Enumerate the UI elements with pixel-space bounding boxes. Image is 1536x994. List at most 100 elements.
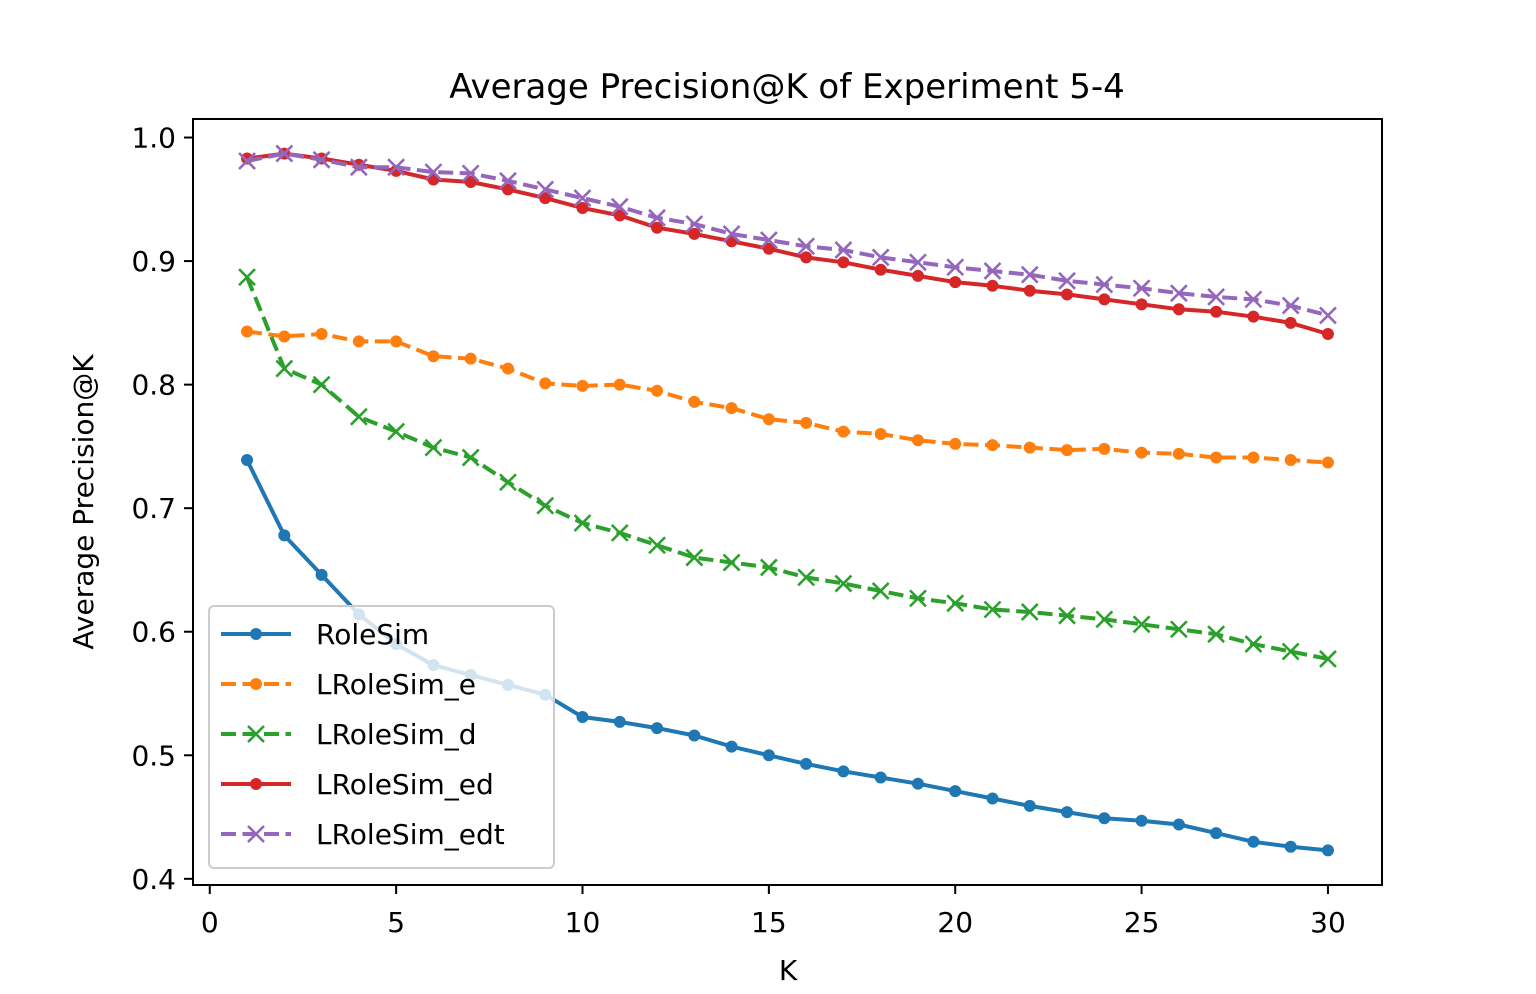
data-point [909, 589, 927, 608]
data-point [499, 171, 517, 190]
legend-label: RoleSim [316, 618, 429, 651]
y-axis: 0.4 0.5 0.6 0.7 0.8 0.9 1.0 [131, 122, 193, 896]
data-point [1210, 305, 1223, 318]
data-point [1210, 827, 1223, 840]
data-point [651, 384, 664, 397]
data-point [312, 375, 331, 394]
x-tick-label: 25 [1124, 906, 1160, 939]
data-point [387, 158, 406, 177]
legend-item-lrolesim-d: LRoleSim_d [221, 718, 477, 751]
legend-swatch-marker [247, 825, 265, 843]
data-point [1058, 606, 1076, 625]
legend-swatch-marker [250, 628, 262, 640]
data-point [1210, 451, 1223, 464]
chart-title: Average Precision@K of Experiment 5-4 [449, 67, 1125, 107]
data-point [1020, 265, 1039, 284]
data-point [911, 777, 924, 790]
data-point [722, 553, 741, 572]
legend-swatch-marker [247, 725, 265, 743]
data-point [576, 379, 589, 392]
data-point [725, 740, 738, 753]
data-point [986, 439, 999, 452]
data-point [461, 164, 480, 183]
data-point [536, 496, 555, 515]
data-point [1061, 444, 1074, 457]
y-tick-label: 0.4 [131, 863, 176, 896]
y-tick-label: 0.5 [131, 739, 176, 772]
x-axis: 0 5 10 15 20 25 30 [201, 885, 1346, 939]
data-point [837, 425, 850, 438]
data-point [909, 253, 927, 272]
data-point [613, 378, 626, 391]
data-point [1321, 844, 1334, 857]
series-lrolesim-e [241, 325, 1334, 469]
data-point [352, 335, 365, 348]
data-point [986, 279, 999, 292]
data-point [797, 568, 816, 587]
data-point [573, 189, 592, 207]
data-point [241, 453, 254, 466]
legend-label: LRoleSim_ed [316, 768, 494, 801]
data-point [949, 785, 962, 798]
data-point [688, 395, 701, 408]
data-point [762, 242, 775, 255]
x-axis-label: K [779, 954, 798, 987]
data-point [349, 158, 368, 177]
data-point [1023, 284, 1036, 297]
data-point [1023, 799, 1036, 812]
data-point [1169, 620, 1188, 639]
data-point [241, 325, 254, 338]
data-point [1321, 327, 1334, 340]
data-point [759, 231, 778, 249]
data-point [501, 362, 514, 375]
data-point [1244, 635, 1263, 654]
data-point [613, 715, 626, 728]
data-point [688, 729, 701, 742]
data-point [427, 173, 440, 186]
data-point [278, 330, 291, 343]
data-point [1061, 806, 1074, 819]
data-point [722, 224, 741, 243]
data-point [1247, 310, 1260, 323]
data-point [685, 215, 704, 233]
data-point [349, 407, 368, 426]
data-point [1098, 442, 1111, 455]
data-point [1244, 290, 1263, 309]
data-point [275, 144, 294, 163]
legend-label: LRoleSim_edt [316, 818, 505, 851]
data-point [688, 227, 701, 240]
data-point [1132, 615, 1151, 634]
data-point [911, 434, 924, 447]
data-point [871, 582, 890, 600]
data-point [1023, 441, 1036, 454]
data-point [501, 183, 514, 196]
data-point [874, 428, 887, 441]
data-point [800, 251, 813, 264]
data-point [1095, 610, 1114, 629]
data-point [1207, 625, 1226, 644]
data-point [1281, 296, 1300, 315]
series-line-lrolesim-e [246, 329, 1329, 465]
data-point [1098, 293, 1111, 306]
data-point [651, 221, 664, 234]
data-point [613, 209, 626, 222]
data-point [1247, 451, 1260, 464]
data-point [464, 176, 477, 189]
data-point [1319, 306, 1337, 325]
y-axis-label: Average Precision@K [67, 354, 100, 650]
data-point [424, 163, 443, 182]
series-lrolesim-edt [238, 144, 1337, 325]
data-point [648, 536, 666, 555]
data-point [874, 771, 887, 784]
x-tick-label: 15 [751, 906, 787, 939]
x-tick-label: 5 [387, 906, 405, 939]
legend-label: LRoleSim_d [316, 718, 477, 751]
legend-item-lrolesim-ed: LRoleSim_ed [221, 768, 494, 801]
data-point [1098, 812, 1111, 825]
data-point [1020, 603, 1039, 621]
legend-label: LRoleSim_e [316, 668, 476, 701]
data-point [1321, 456, 1334, 469]
y-tick-label: 0.6 [131, 616, 176, 649]
data-point [464, 352, 477, 365]
